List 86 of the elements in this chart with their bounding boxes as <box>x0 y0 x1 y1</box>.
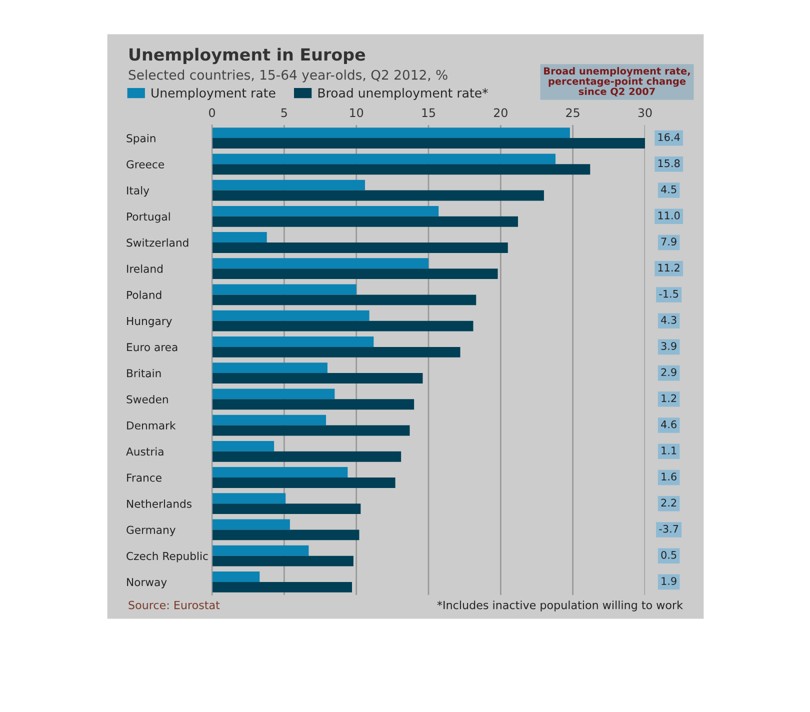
text: 11.0 <box>658 212 680 220</box>
y-tick-label: Netherlands <box>127 499 192 508</box>
x-tick-label: 10 <box>350 108 364 118</box>
x-tick-label: 5 <box>281 108 287 118</box>
x-tick-label: 15 <box>422 108 435 118</box>
bar <box>212 493 286 504</box>
bar <box>212 164 590 175</box>
y-tick-label: Ireland <box>127 264 162 273</box>
text: 15.8 <box>658 159 680 168</box>
bar <box>212 504 361 514</box>
bar <box>212 440 274 452</box>
text: -3.7 <box>659 524 678 533</box>
bar <box>212 216 518 227</box>
y-tick-label: Euro area <box>127 343 178 352</box>
text: *Includes inactive population willing to work <box>437 600 683 612</box>
bar <box>212 425 410 436</box>
text: 7.9 <box>661 238 676 246</box>
bar <box>212 545 309 556</box>
y-tick-label: Switzerland <box>126 238 188 247</box>
bar <box>212 138 645 148</box>
y-tick-label: France <box>127 474 162 482</box>
y-tick-label: Britain <box>127 368 161 378</box>
text: 4.5 <box>661 186 676 194</box>
y-tick-label: Portugal <box>127 212 170 223</box>
legend-label: Broad unemployment rate* <box>318 88 488 100</box>
legend-label: Unemployment rate <box>152 88 276 100</box>
y-tick-label: Italy <box>127 186 150 197</box>
bar <box>212 530 360 540</box>
bar <box>212 242 508 253</box>
x-tick-label: 25 <box>566 108 580 118</box>
x-tick-label: 0 <box>209 108 215 118</box>
text: 3.9 <box>661 342 676 350</box>
source-note: Source: Eurostat <box>128 600 220 610</box>
bar <box>212 478 396 488</box>
y-tick-label: Greece <box>126 160 164 168</box>
text: 1.9 <box>662 577 676 585</box>
text: -1.5 <box>659 290 678 298</box>
bar <box>212 373 423 384</box>
bar <box>212 154 556 164</box>
bar <box>212 572 260 582</box>
bar <box>212 582 352 592</box>
bar <box>212 232 267 242</box>
text: 1.2 <box>662 394 676 402</box>
chart-subtitle: Selected countries, 15-64 year-olds, Q2 2012, % <box>128 70 448 82</box>
text: 11.2 <box>658 264 680 272</box>
bar <box>212 284 356 295</box>
text: 4.3 <box>661 316 676 324</box>
chart-title: Unemployment in Europe <box>130 48 366 64</box>
bar <box>212 346 460 358</box>
x-tick-label: 20 <box>494 108 508 118</box>
text: 1.1 <box>662 446 676 454</box>
text: 0.5 <box>661 550 676 559</box>
bar <box>212 190 544 201</box>
y-tick-label: Norway <box>127 578 167 588</box>
y-tick-label: Denmark <box>127 421 176 430</box>
bar <box>212 388 335 400</box>
y-tick-label: Poland <box>127 290 162 299</box>
y-tick-label: Sweden <box>126 395 168 404</box>
x-tick-label: 30 <box>638 108 652 118</box>
y-tick-label: Czech Republic <box>126 552 208 562</box>
bar <box>212 180 365 190</box>
text: 2.9 <box>661 368 676 376</box>
bar <box>212 310 370 321</box>
bar <box>212 519 290 530</box>
bar <box>212 414 326 426</box>
text: Broad unemployment rate, percentage-point change since Q2 2007 <box>544 67 690 96</box>
bar <box>212 467 348 478</box>
bar <box>212 399 414 410</box>
y-tick-label: Germany <box>126 526 176 536</box>
bar <box>212 206 439 216</box>
y-tick-label: Hungary <box>127 317 172 328</box>
bar <box>212 556 354 566</box>
text: 4.6 <box>661 420 676 428</box>
y-tick-label: Spain <box>126 134 156 144</box>
bar <box>212 336 374 347</box>
text: 1.6 <box>662 472 676 481</box>
bar <box>212 320 474 332</box>
text: 2.2 <box>661 498 676 506</box>
text: 16.4 <box>658 133 680 142</box>
y-tick-label: Austria <box>126 447 164 456</box>
bar <box>212 451 402 462</box>
bar <box>212 128 570 138</box>
bar <box>212 268 498 280</box>
bar <box>212 258 428 269</box>
bar <box>212 294 476 306</box>
bar <box>212 362 328 374</box>
